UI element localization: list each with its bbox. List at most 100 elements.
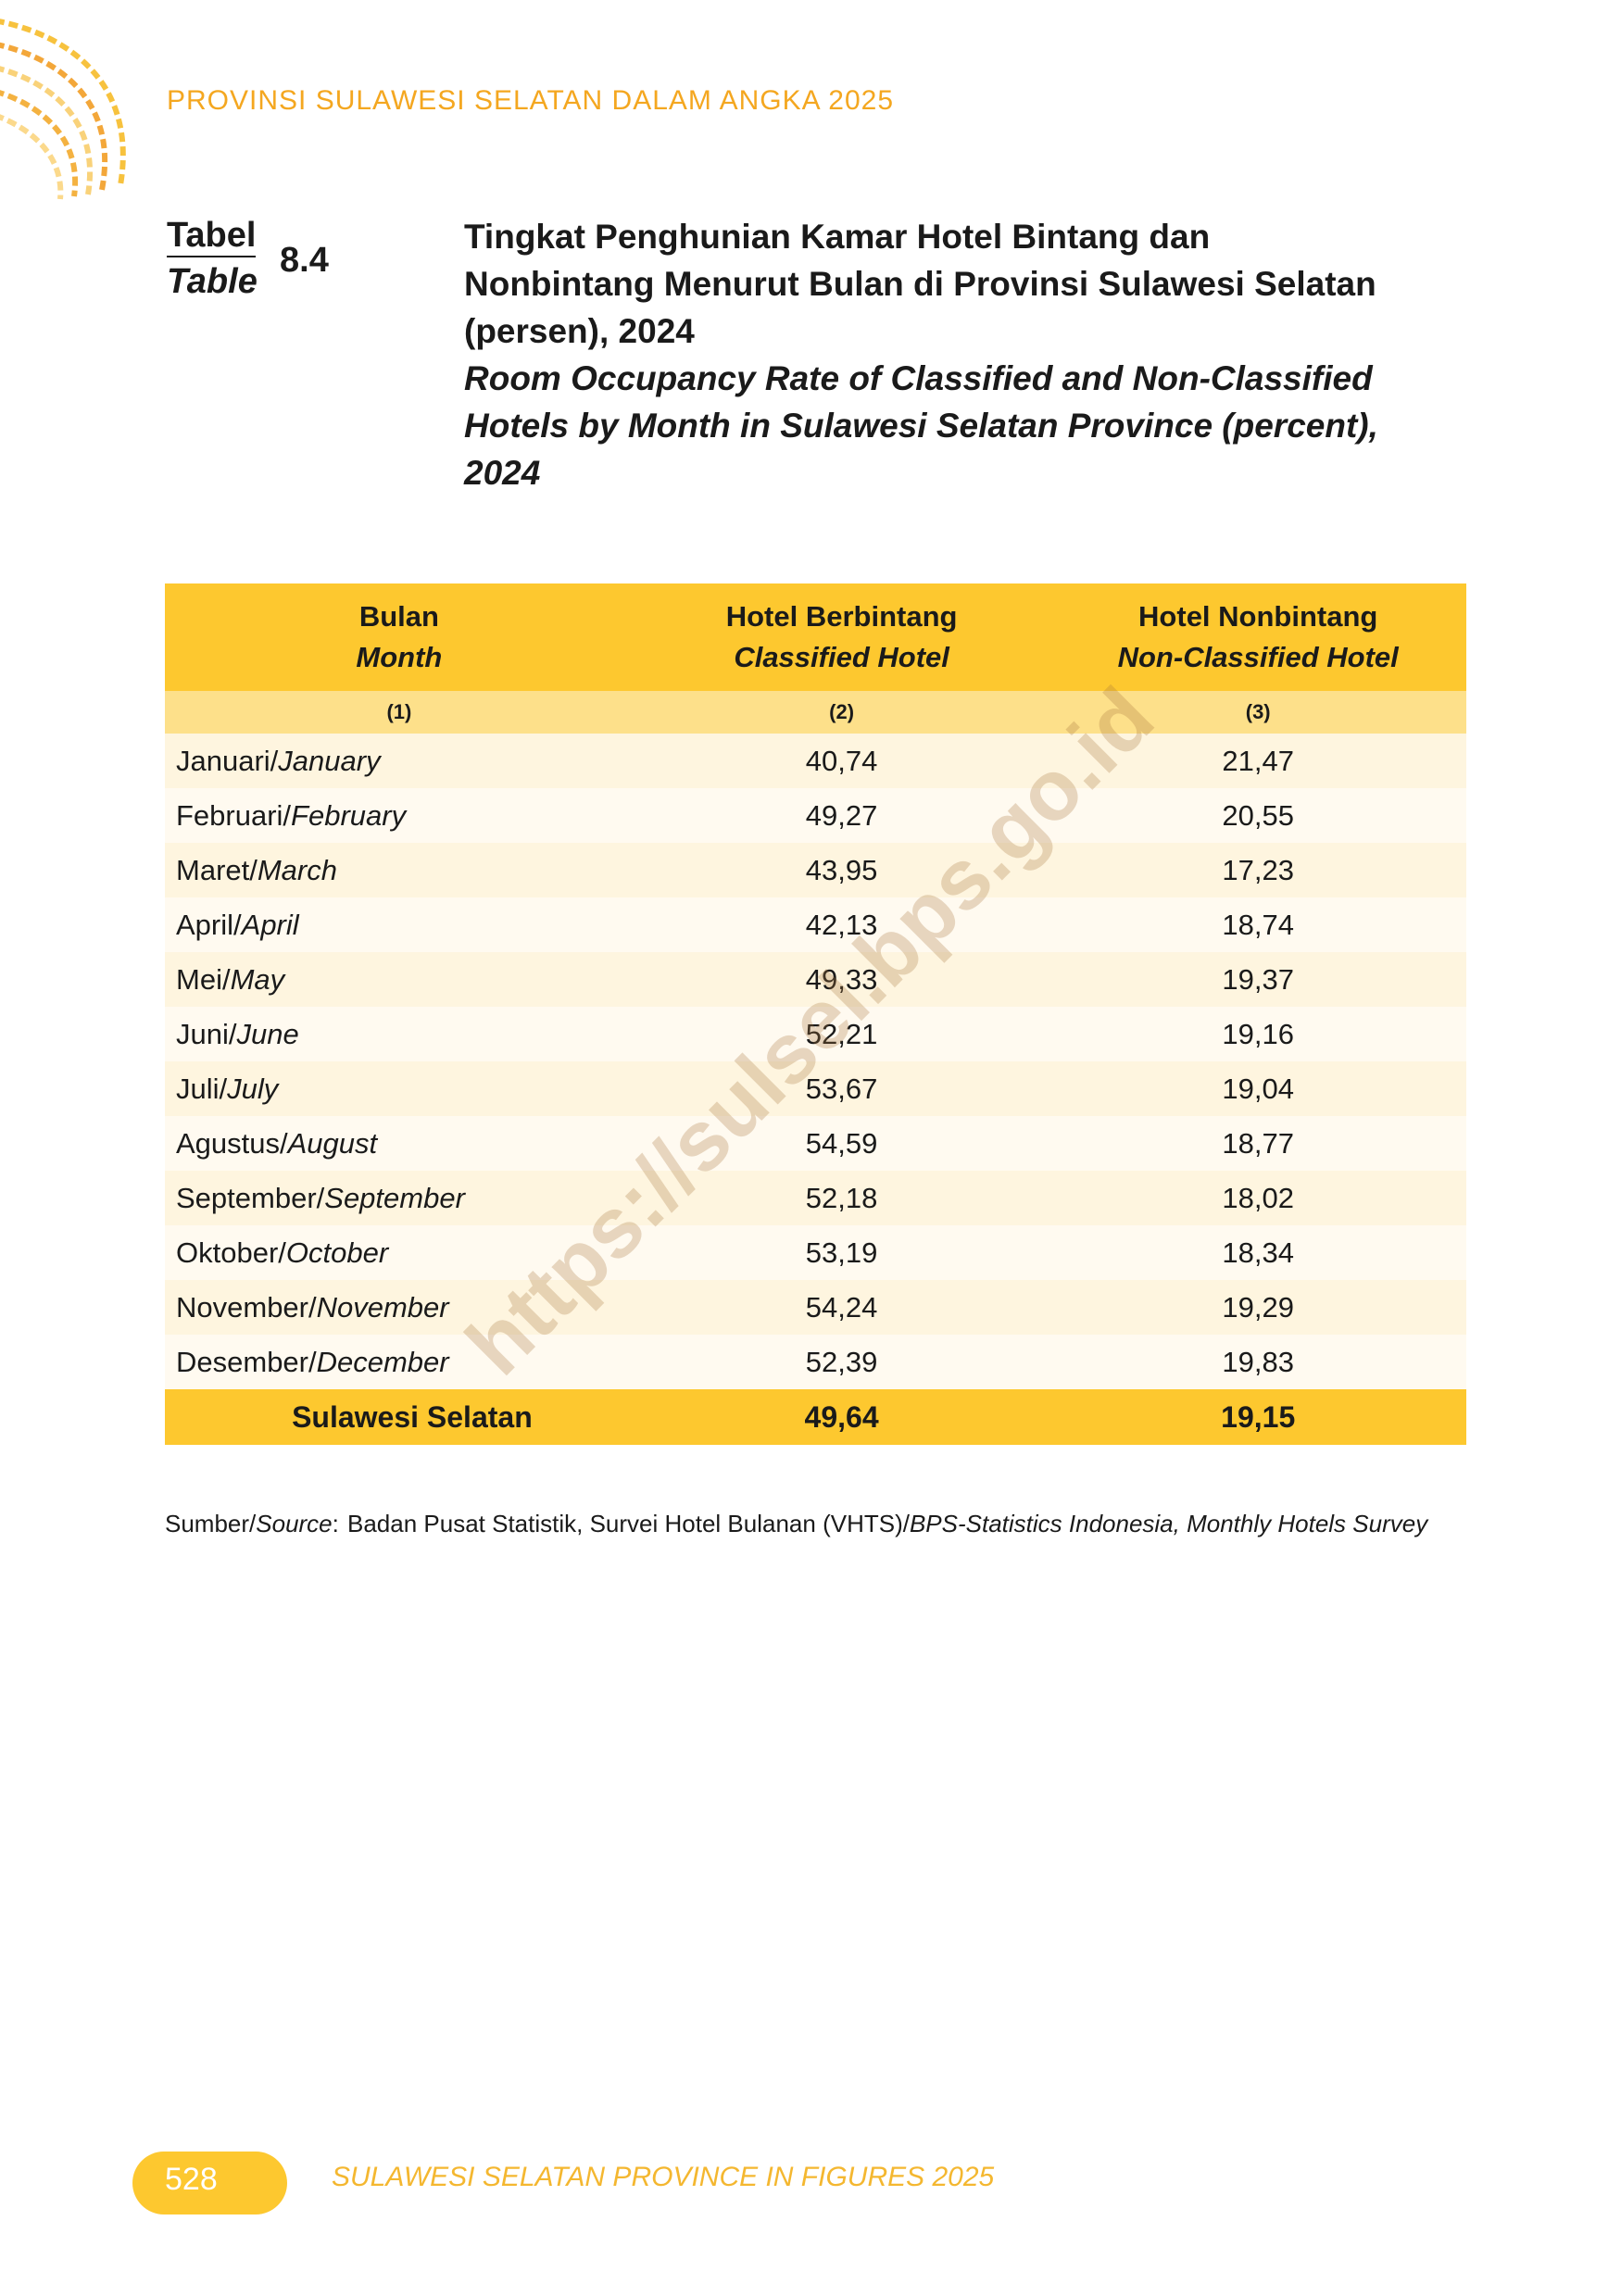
header-en: Month (356, 641, 443, 673)
source-label: Sumber/Source: (165, 1510, 339, 1538)
value-cell: 52,39 (633, 1335, 1050, 1389)
month-en: December (316, 1345, 449, 1378)
month-id: Oktober/ (176, 1236, 286, 1269)
month-cell: September/September (165, 1171, 634, 1225)
data-table: Bulan Month Hotel Berbintang Classified Hot… (165, 583, 1466, 1445)
column-number: (3) (1049, 691, 1466, 734)
text: Badan Pusat Statistik, Survei Hotel Bula… (347, 1510, 910, 1537)
header-row: Bulan Month Hotel Berbintang Classified Hot… (165, 583, 1466, 691)
title-line-en: 2024 (464, 454, 541, 492)
value-cell: 43,95 (633, 843, 1050, 897)
column-number: (1) (165, 691, 634, 734)
month-en: January (278, 744, 381, 777)
page-badge (132, 2152, 287, 2214)
month-id: Desember/ (176, 1345, 317, 1378)
month-id: April/ (176, 908, 242, 941)
data-row: Agustus/August 54,59 18,77 (165, 1116, 1466, 1171)
month-cell: Februari/February (165, 788, 634, 843)
header-id: Hotel Nonbintang (1138, 600, 1378, 633)
month-cell: Maret/March (165, 843, 634, 897)
month-id: Januari/ (176, 744, 279, 777)
value-cell: 49,33 (633, 952, 1050, 1007)
value-cell: 18,77 (1049, 1116, 1466, 1171)
table-title: Tingkat Penghunian Kamar Hotel Bintang d… (464, 213, 1378, 496)
table-label: Tabel (167, 216, 257, 257)
value-cell: 20,55 (1049, 788, 1466, 843)
value-cell: 49,27 (633, 788, 1050, 843)
value-cell: 19,37 (1049, 952, 1466, 1007)
text: : (332, 1510, 339, 1537)
text: BPS-Statistics Indonesia, Monthly Hotels… (909, 1510, 1428, 1537)
value-cell: 19,16 (1049, 1007, 1466, 1061)
data-row: Juni/June 52,21 19,16 (165, 1007, 1466, 1061)
value-cell: 54,24 (633, 1280, 1050, 1335)
title-line-en: Hotels by Month in Sulawesi Selatan Prov… (464, 407, 1378, 445)
month-cell: Agustus/August (165, 1116, 634, 1171)
header-cell: Hotel Nonbintang Non-Classified Hotel (1049, 583, 1466, 691)
data-row: November/November 54,24 19,29 (165, 1280, 1466, 1335)
header-en: Non-Classified Hotel (1117, 641, 1399, 673)
source-text: Badan Pusat Statistik, Survei Hotel Bula… (347, 1510, 1427, 1538)
value-cell: 17,23 (1049, 843, 1466, 897)
value-cell: 19,04 (1049, 1061, 1466, 1116)
data-row: Januari/January 40,74 21,47 (165, 734, 1466, 788)
data-row: Februari/February 49,27 20,55 (165, 788, 1466, 843)
total-cell: 19,15 (1049, 1389, 1466, 1445)
decoration (0, 19, 126, 200)
title-line: (persen), 2024 (464, 312, 695, 350)
value-cell: 40,74 (633, 734, 1050, 788)
value-cell: 19,29 (1049, 1280, 1466, 1335)
text: Source (256, 1510, 333, 1537)
value-cell: 18,34 (1049, 1225, 1466, 1280)
header-en: Classified Hotel (734, 641, 949, 673)
month-en: February (291, 798, 407, 832)
value-cell: 19,83 (1049, 1335, 1466, 1389)
month-en: August (287, 1126, 378, 1160)
month-id: Mei/ (176, 962, 231, 996)
header-cell: Hotel Berbintang Classified Hotel (633, 583, 1050, 691)
data-row: Juli/July 53,67 19,04 (165, 1061, 1466, 1116)
value-cell: 53,67 (633, 1061, 1050, 1116)
value-cell: 18,74 (1049, 897, 1466, 952)
month-en: June (236, 1017, 299, 1050)
month-id: Juli/ (176, 1072, 228, 1105)
data-row: Desember/December 52,39 19,83 (165, 1335, 1466, 1389)
header-id: Hotel Berbintang (725, 600, 958, 633)
month-id: September/ (176, 1181, 325, 1214)
month-en: April (241, 908, 299, 941)
month-en: May (230, 962, 285, 996)
month-en: March (257, 853, 337, 886)
footer-title: SULAWESI SELATAN PROVINCE IN FIGURES 202… (332, 2162, 995, 2192)
data-row: April/April 42,13 18,74 (165, 897, 1466, 952)
page-number: 528 (165, 2162, 218, 2197)
header-id: Bulan (358, 600, 439, 633)
data-row: September/September 52,18 18,02 (165, 1171, 1466, 1225)
value-cell: 52,18 (633, 1171, 1050, 1225)
month-cell: Juli/July (165, 1061, 634, 1116)
total-cell: 49,64 (633, 1389, 1050, 1445)
month-cell: Oktober/October (165, 1225, 634, 1280)
table-number: 8.4 (280, 241, 329, 280)
total-cell: Sulawesi Selatan (165, 1389, 634, 1445)
month-cell: Januari/January (165, 734, 634, 788)
data-row: Oktober/October 53,19 18,34 (165, 1225, 1466, 1280)
value-cell: 21,47 (1049, 734, 1466, 788)
running-title: PROVINSI SULAWESI SELATAN DALAM ANGKA 20… (167, 85, 895, 116)
month-id: Agustus/ (176, 1126, 288, 1160)
data-row: Mei/May 49,33 19,37 (165, 952, 1466, 1007)
value-cell: 53,19 (633, 1225, 1050, 1280)
value-cell: 52,21 (633, 1007, 1050, 1061)
title-line: Tingkat Penghunian Kamar Hotel Bintang d… (464, 218, 1211, 256)
month-cell: Desember/December (165, 1335, 634, 1389)
month-cell: Mei/May (165, 952, 634, 1007)
table-label-en: Table (167, 262, 258, 301)
column-number: (2) (633, 691, 1050, 734)
text: Sumber/ (165, 1510, 257, 1537)
month-en: July (227, 1072, 279, 1105)
month-id: November/ (176, 1290, 317, 1324)
value-cell: 42,13 (633, 897, 1050, 952)
value-cell: 54,59 (633, 1116, 1050, 1171)
month-id: Maret/ (176, 853, 258, 886)
month-en: November (316, 1290, 449, 1324)
